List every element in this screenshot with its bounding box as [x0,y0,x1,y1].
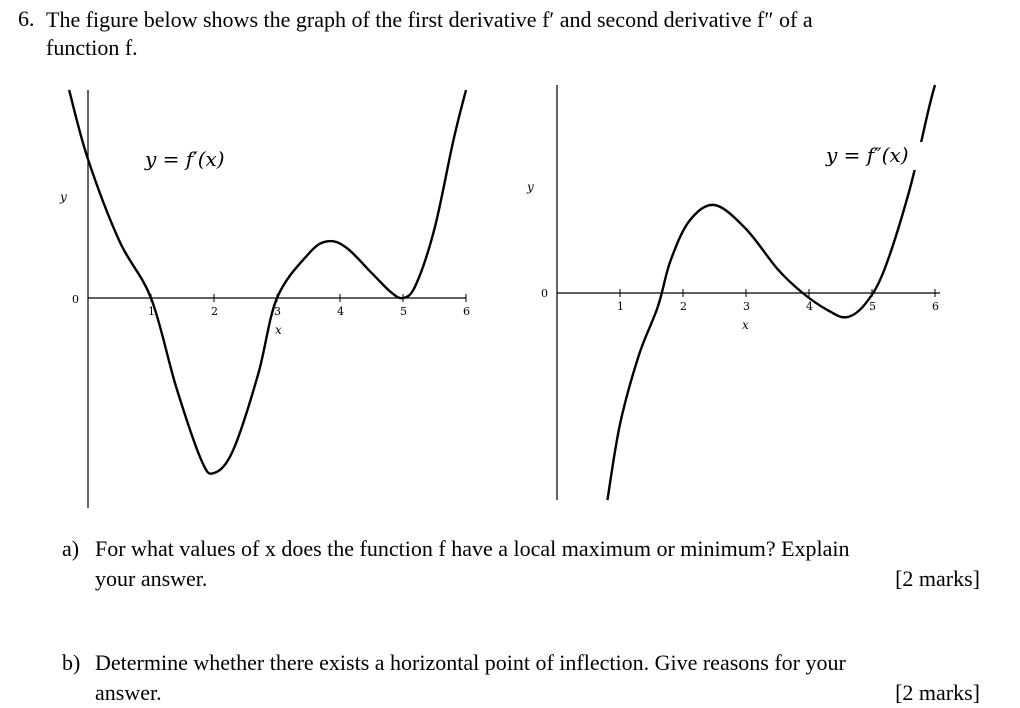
part-b: b) Determine whether there exists a hori… [62,648,980,708]
x-tick-label: 2 [680,300,687,313]
part-a-marks: [2 marks] [895,566,980,591]
x-tick-label: 3 [743,300,750,313]
part-a-letter: a) [62,536,80,561]
part-a: a) For what values of x does the functio… [62,534,980,594]
part-b-line1: Determine whether there exists a horizon… [95,650,846,675]
x-tick-label: 4 [337,305,344,318]
curve-label: y = f″(x) [825,143,909,167]
part-a-line1: For what values of x does the function f… [95,536,850,561]
question-intro: The figure below shows the graph of the … [46,6,982,62]
x-tick-label: 4 [806,300,813,313]
question-intro-line2: function f. [46,35,138,60]
part-b-text: Determine whether there exists a horizon… [95,648,980,708]
x-tick-label: 5 [869,300,876,313]
f-prime-curve [67,89,468,475]
x-axis-label: x [275,323,282,337]
x-axis-label: x [742,318,749,332]
part-a-line2: your answer. [95,566,208,591]
origin-label: 0 [541,287,548,300]
curve-label: y = f′(x) [144,147,225,171]
x-tick-label: 1 [617,300,624,313]
question-intro-line1: The figure below shows the graph of the … [46,7,813,32]
x-tick-label: 2 [211,305,218,318]
part-b-marks: [2 marks] [895,680,980,705]
curve-label-backdrop [824,142,924,170]
part-b-letter: b) [62,650,81,675]
y-axis-label: y [526,180,534,194]
x-ticks: 1 2 3 4 5 6 [617,289,939,313]
part-a-text: For what values of x does the function f… [95,534,980,594]
curve-label-backdrop [143,146,238,174]
graph-second-derivative: 1 2 3 4 5 6 y 0 x y = f″(x) [526,84,940,501]
graph-first-derivative: 1 2 3 4 5 6 y 0 x y = f′(x) [59,89,470,508]
x-tick-label: 3 [274,305,281,318]
x-tick-label: 6 [932,300,939,313]
x-tick-label: 6 [463,305,470,318]
origin-label: 0 [72,293,79,306]
x-tick-label: 1 [148,305,155,318]
y-axis-label: y [59,190,67,204]
x-tick-label: 5 [400,305,407,318]
part-b-line2: answer. [95,680,162,705]
f-double-prime-curve [606,84,937,501]
question-number: 6. [18,6,35,31]
